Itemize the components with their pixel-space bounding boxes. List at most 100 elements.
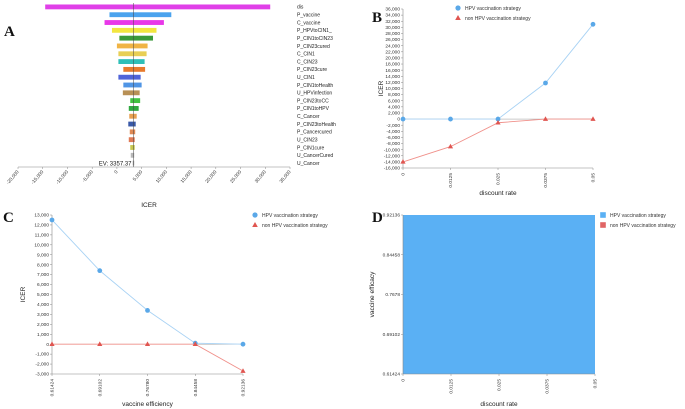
tornado-bar-P_CIN1cure: [130, 145, 135, 150]
data-point-triangle: [240, 368, 246, 373]
y-tick-label: 9,000: [37, 252, 49, 258]
data-point-triangle: [400, 159, 406, 164]
x-tick-label: -20,000: [5, 169, 20, 186]
category-label: U_CIN1: [297, 75, 315, 81]
y-tick-label: 0.92136: [383, 213, 401, 219]
x-tick-label: 0.84458: [193, 379, 199, 397]
tornado-bar-C_vaccine: [104, 20, 164, 25]
panel-label-b: B: [372, 10, 382, 26]
category-label: P_CIN23cure: [297, 67, 327, 73]
y-tick-label: 6,000: [388, 98, 400, 104]
y-tick-label: 28,000: [385, 31, 400, 37]
y-tick-label: 11,000: [35, 232, 50, 238]
y-tick-label: 8,000: [37, 262, 49, 268]
category-label: P_vaccine: [297, 13, 320, 19]
y-tick-label: 3,000: [37, 312, 49, 318]
data-point-circle: [97, 268, 103, 274]
x-tick-label: 0.05: [591, 173, 597, 183]
category-label: C_CIN23: [297, 59, 318, 65]
category-label: P_Cancercured: [297, 130, 332, 136]
y-tick-label: 32,000: [385, 19, 400, 25]
x-tick-label: 20,000: [204, 169, 218, 184]
x-tick-label: 0.0375: [543, 173, 549, 188]
tornado-bar-U_CIN23: [128, 137, 135, 143]
legend-label: non HPV vaccination strategy: [610, 223, 676, 229]
category-label: P_CIN23toHealth: [297, 122, 336, 128]
y-tick-label: 5,000: [37, 292, 49, 298]
legend-marker-non-hpv: [455, 15, 461, 20]
panel-a-tornado-chart: -20,000 -15,000 -10,000 -5,000 0 5,000 10,000 1…: [5, 3, 336, 209]
tornado-bar-P_CIN23toHealth: [128, 121, 136, 127]
tornado-bar-P_vaccine: [109, 12, 172, 18]
y-tick-label: 12,000: [34, 223, 49, 229]
y-tick-label: 0: [397, 117, 400, 123]
x-tick-label: 0: [113, 169, 120, 175]
legend-label: non HPV vaccination strategy: [262, 223, 328, 229]
data-point-triangle: [144, 341, 151, 346]
y-axis-title: ICER: [20, 286, 27, 302]
y-tick-label: 8,000: [388, 92, 400, 98]
data-point-triangle: [447, 143, 454, 149]
y-tick-label: 34,000: [385, 13, 400, 19]
legend-swatch-hpv: [600, 212, 606, 218]
x-tick-label: 0.0125: [449, 379, 455, 394]
y-tick-label: 6,000: [37, 282, 49, 288]
category-label: P_CIN1toCIN23: [297, 36, 333, 42]
y-tick-label: -2,000: [35, 362, 49, 368]
category-label: U_HPVinfection: [297, 91, 332, 97]
series-line-hpv: [403, 24, 594, 120]
tornado-bar-U_CIN1: [118, 74, 141, 80]
category-label: dis: [297, 5, 304, 11]
panel-d-strategy-map: 0.61424 0.69102 0.7678 0.84458 0.92136 0 0.012…: [369, 212, 676, 408]
tornado-bar-P_HPVtoCIN1_: [111, 27, 157, 33]
data-point-triangle: [590, 116, 596, 121]
x-tick-label: 35,000: [279, 169, 293, 184]
panel-label-d: D: [372, 210, 383, 226]
tornado-bar-C_Cancer: [129, 113, 137, 119]
data-point-triangle: [542, 116, 549, 121]
tornado-bar-U_CancerCured: [130, 152, 135, 158]
y-tick-label: 20,000: [385, 56, 400, 62]
y-tick-label: 10,000: [385, 86, 400, 92]
category-label: P_CIN23toCC: [297, 98, 329, 104]
category-label: U_CIN23: [297, 137, 318, 143]
y-tick-label: -8,000: [386, 141, 400, 147]
category-label: C_Cancer: [297, 114, 320, 120]
tornado-bar-P_CIN1toHealth: [123, 82, 142, 88]
tornado-bar-P_CIN23cure: [123, 66, 146, 72]
tornado-bar-P_Cancercured: [129, 129, 136, 135]
y-tick-label: -14,000: [384, 159, 401, 165]
y-tick-label: 30,000: [385, 25, 400, 31]
y-tick-label: 18,000: [385, 62, 400, 68]
data-point-circle: [495, 116, 501, 122]
category-label: C_CIN1: [297, 52, 315, 58]
x-axis-title: vaccine efficiency: [122, 401, 174, 408]
y-tick-label: 26,000: [385, 37, 400, 43]
strategy-region-hpv: [403, 215, 595, 374]
x-tick-label: 0.025: [496, 173, 502, 185]
x-tick-label: -10,000: [55, 169, 70, 186]
legend-label: HPV vaccination strategy: [610, 213, 666, 219]
y-tick-label: -1,000: [35, 352, 49, 358]
panel-c-line-chart: -3,000 -2,000 -1,000 0 1,000 2,000 3,000 4,000 5…: [20, 212, 328, 408]
y-tick-label: -6,000: [386, 135, 400, 141]
y-tick-label: -2,000: [386, 123, 400, 129]
legend-marker-hpv: [252, 212, 258, 218]
x-tick-label: 25,000: [229, 169, 243, 184]
y-tick-label: 4,000: [388, 104, 400, 110]
x-tick-label: 0.0375: [545, 379, 551, 394]
y-tick-label: -3,000: [35, 372, 49, 378]
data-point-circle: [49, 217, 55, 223]
x-tick-label: 30,000: [254, 169, 268, 184]
y-tick-label: 1,000: [37, 332, 49, 338]
y-tick-label: 2,000: [37, 322, 49, 328]
category-label: U_Cancer: [297, 161, 320, 167]
y-tick-label: -16,000: [384, 166, 401, 172]
tornado-bar-P_CIN1toCIN23: [119, 35, 154, 41]
x-axis-title: discount rate: [479, 190, 517, 197]
ev-label: EV: 3357.37: [99, 162, 132, 168]
data-point-circle: [590, 21, 596, 27]
series-line-non-hpv: [402, 118, 593, 163]
y-tick-label: 4,000: [37, 302, 49, 308]
data-point-circle: [240, 341, 246, 347]
